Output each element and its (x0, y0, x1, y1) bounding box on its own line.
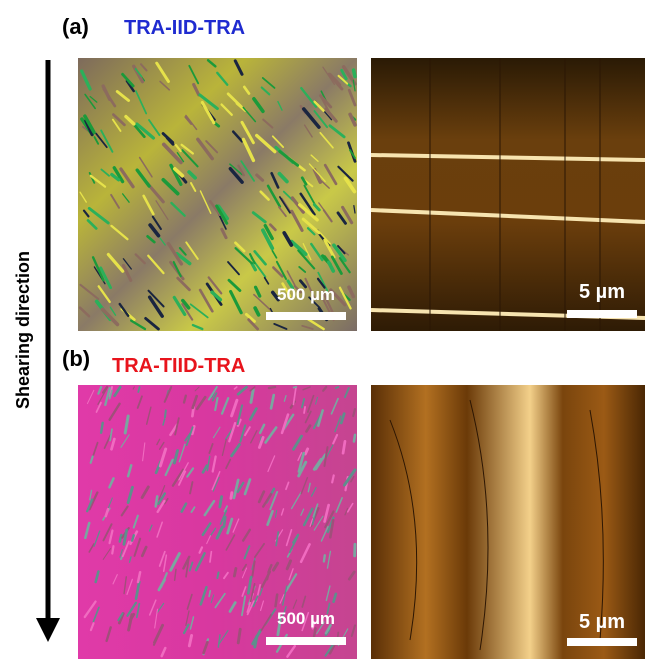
scale-label: 5 µm (579, 281, 625, 303)
texture (234, 568, 236, 576)
texture (120, 535, 122, 542)
texture (354, 70, 355, 77)
figure: Shearing direction (a) TRA-IID-TRA (b) T… (0, 0, 645, 659)
panel-title: TRA-TIID-TRA (112, 355, 245, 377)
texture (220, 497, 222, 507)
texture (101, 423, 103, 433)
texture (354, 435, 355, 442)
scale-bar (266, 312, 346, 320)
panel-label: (b) (62, 346, 90, 371)
texture (224, 517, 225, 527)
texture (231, 493, 232, 499)
texture (294, 387, 297, 388)
scale-label: 500 µm (277, 285, 335, 304)
texture (217, 572, 218, 578)
scale-bar (266, 637, 346, 645)
panel-label: (a) (62, 14, 89, 39)
texture (343, 441, 345, 453)
texture (132, 535, 134, 540)
texture (165, 410, 166, 417)
scale-label: 500 µm (277, 609, 335, 628)
scale-bar (567, 638, 637, 646)
texture (156, 496, 158, 506)
texture (269, 387, 275, 388)
texture (255, 637, 257, 647)
texture (336, 387, 338, 388)
texture (276, 595, 278, 606)
scale-label: 5 µm (579, 611, 625, 633)
texture (238, 629, 240, 643)
texture (332, 475, 334, 482)
arrow-label: Shearing direction (13, 251, 33, 409)
scale-bar (567, 310, 637, 318)
texture (304, 407, 305, 413)
arrow-head (36, 618, 60, 642)
texture (138, 387, 139, 392)
texture (209, 591, 210, 597)
panel-title: TRA-IID-TRA (124, 17, 245, 39)
texture (324, 555, 325, 561)
texture (112, 546, 113, 553)
